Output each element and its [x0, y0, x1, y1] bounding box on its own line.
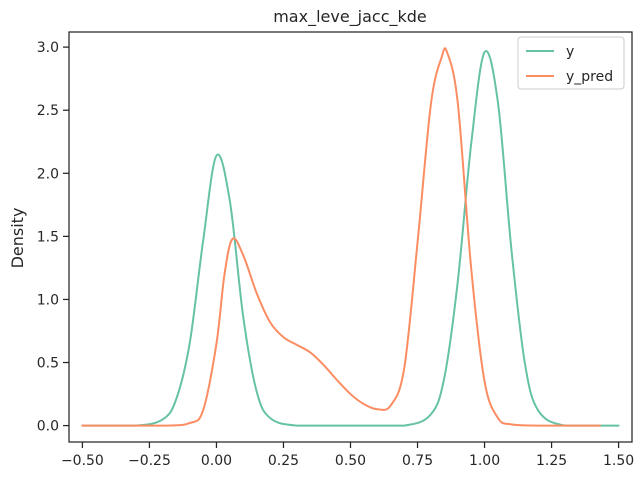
chart-title: max_leve_jacc_kde: [273, 7, 427, 27]
x-tick-label: 0.00: [201, 453, 232, 469]
series-line-y: [81, 50, 620, 427]
x-tick-label: 0.50: [335, 453, 366, 469]
x-tick-label: −0.50: [61, 453, 104, 469]
plot-area: [81, 47, 620, 427]
series-line-y-pred: [81, 47, 601, 427]
y-tick-label: 0.0: [37, 419, 59, 435]
x-tick-label: 1.25: [536, 453, 567, 469]
y-tick-label: 2.0: [37, 166, 59, 182]
y-tick-label: 3.0: [37, 40, 59, 56]
x-tick-label: 0.75: [402, 453, 433, 469]
x-tick-label: 1.50: [603, 453, 634, 469]
y-tick-label: 1.0: [37, 292, 59, 308]
legend-label-y-pred: y_pred: [566, 69, 613, 85]
y-tick-label: 0.5: [37, 356, 59, 372]
x-tick-label: −0.25: [128, 453, 171, 469]
y-tick-label: 2.5: [37, 103, 59, 119]
y-axis-label: Density: [8, 208, 27, 269]
x-tick-label: 1.00: [469, 453, 500, 469]
x-tick-label: 0.25: [268, 453, 299, 469]
y-tick-label: 1.5: [37, 229, 59, 245]
legend-label-y: y: [566, 44, 574, 60]
legend: y y_pred: [517, 36, 625, 90]
